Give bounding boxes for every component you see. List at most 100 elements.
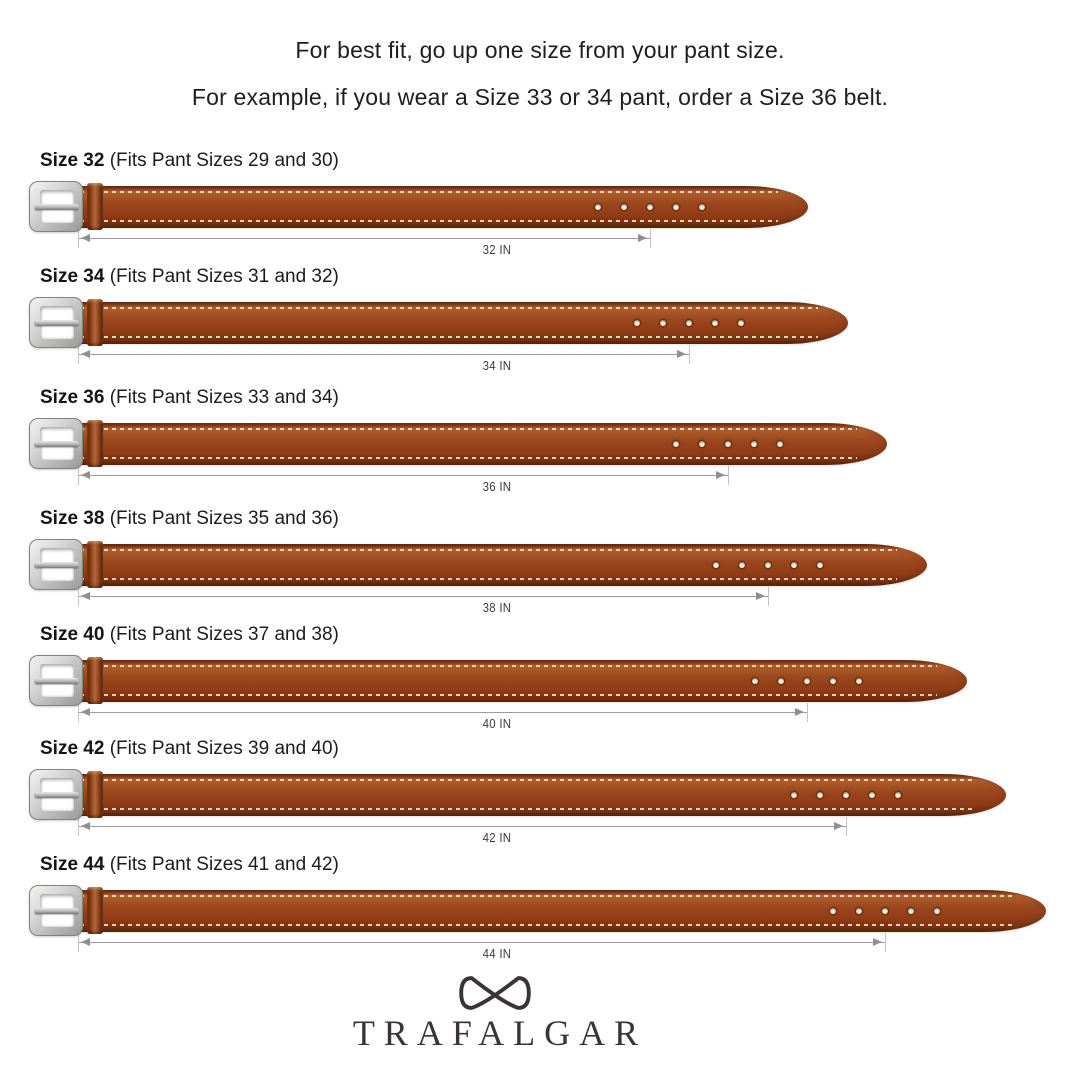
measurement-tick-left — [78, 466, 79, 485]
belt-size-fit: (Fits Pant Sizes 35 and 36) — [109, 508, 339, 529]
belt-length-label: 34 IN — [482, 358, 512, 373]
belt-size-fit: (Fits Pant Sizes 29 and 30) — [109, 150, 339, 171]
belt-length-label: 32 IN — [482, 242, 512, 257]
measurement-arrow — [78, 822, 846, 830]
belt-length-label: 38 IN — [482, 600, 512, 615]
belt-hole — [738, 320, 745, 326]
belt-row: Size 40 (Fits Pant Sizes 37 and 38) 40 I… — [0, 624, 1080, 736]
belt-hole — [843, 792, 849, 798]
belt-buckle — [29, 297, 83, 348]
measurement-arrow — [78, 350, 690, 358]
belt-buckle — [29, 539, 83, 590]
belt-size-label: Size 32 (Fits Pant Sizes 29 and 30) — [40, 150, 339, 172]
belt-size-label: Size 36 (Fits Pant Sizes 33 and 34) — [40, 387, 339, 409]
measurement-tick-right — [846, 817, 847, 836]
belt-buckle — [29, 885, 83, 936]
measurement-tick-left — [78, 703, 79, 722]
belt-keeper-loop — [87, 299, 103, 346]
measurement-tick-right — [650, 229, 651, 248]
belt-hole — [855, 678, 862, 684]
belt-hole — [882, 908, 889, 914]
belt-length-label: 40 IN — [482, 716, 512, 731]
belt-hole — [621, 204, 627, 210]
belt-size-fit: (Fits Pant Sizes 33 and 34) — [109, 387, 339, 408]
belt-size-fit: (Fits Pant Sizes 39 and 40) — [109, 738, 339, 759]
belt-hole — [673, 204, 679, 210]
belt-keeper-loop — [87, 183, 103, 230]
bowtie-logo-icon — [459, 976, 531, 1010]
belt-hole — [712, 320, 719, 326]
belt-hole — [673, 441, 680, 447]
measurement-tick-right — [767, 587, 769, 606]
belt-hole — [725, 441, 732, 447]
buckle-prong — [34, 561, 79, 568]
brand-block: TRAFALGAR — [0, 968, 1080, 1068]
measurement-tick-left — [78, 817, 79, 836]
belt-size-fit: (Fits Pant Sizes 41 and 42) — [109, 854, 339, 875]
belt-strap — [70, 423, 888, 465]
belt-hole — [934, 908, 941, 914]
belt-hole — [751, 678, 758, 684]
belt-row: Size 38 (Fits Pant Sizes 35 and 36) 38 I… — [0, 508, 1080, 620]
belt-hole — [790, 562, 797, 568]
belt-strap — [70, 186, 808, 228]
belt-row: Size 42 (Fits Pant Sizes 39 and 40) 42 I… — [0, 738, 1080, 850]
belt-size-label: Size 38 (Fits Pant Sizes 35 and 36) — [40, 508, 339, 530]
belt-row: Size 32 (Fits Pant Sizes 29 and 30) 32 I… — [0, 150, 1080, 262]
belt-hole — [856, 908, 863, 914]
belt-hole — [751, 441, 758, 447]
measurement-arrow — [78, 708, 807, 716]
belt-row: Size 34 (Fits Pant Sizes 31 and 32) 34 I… — [0, 266, 1080, 378]
belt-row: Size 44 (Fits Pant Sizes 41 and 42) 44 I… — [0, 854, 1080, 966]
buckle-prong — [34, 677, 79, 684]
belt-hole — [738, 562, 745, 568]
belt-size-label: Size 44 (Fits Pant Sizes 41 and 42) — [40, 854, 339, 876]
belt-keeper-loop — [87, 887, 103, 934]
belt-strap — [70, 302, 848, 344]
belt-buckle — [29, 418, 83, 469]
belt-size-fit: (Fits Pant Sizes 31 and 32) — [109, 266, 339, 287]
belt-size-title: Size 44 — [40, 854, 105, 875]
belt-strap — [70, 660, 967, 702]
measurement-arrow — [78, 592, 768, 600]
brand-name: TRAFALGAR — [352, 1013, 648, 1053]
belt-size-title: Size 42 — [40, 738, 105, 759]
belt-hole — [817, 792, 823, 798]
belt-size-fit: (Fits Pant Sizes 37 and 38) — [109, 624, 339, 645]
belt-hole — [647, 204, 653, 210]
measurement-arrow — [78, 234, 650, 242]
belt-strap — [70, 544, 927, 586]
belt-size-label: Size 42 (Fits Pant Sizes 39 and 40) — [40, 738, 339, 760]
belt-hole — [699, 441, 706, 447]
belt-size-label: Size 40 (Fits Pant Sizes 37 and 38) — [40, 624, 339, 646]
belt-row: Size 36 (Fits Pant Sizes 33 and 34) 36 I… — [0, 387, 1080, 499]
belt-strap — [70, 774, 1007, 816]
belt-strap — [70, 890, 1046, 932]
belt-length-label: 44 IN — [482, 946, 512, 961]
belt-size-title: Size 38 — [40, 508, 105, 529]
measurement-tick-left — [78, 345, 79, 364]
belt-hole — [803, 678, 810, 684]
belt-keeper-loop — [87, 420, 103, 467]
belt-hole — [869, 792, 875, 798]
belt-size-label: Size 34 (Fits Pant Sizes 31 and 32) — [40, 266, 339, 288]
belt-hole — [777, 678, 784, 684]
belt-size-title: Size 32 — [40, 150, 105, 171]
measurement-tick-right — [728, 466, 730, 485]
belt-hole — [634, 320, 641, 326]
belt-buckle — [29, 181, 83, 232]
belt-hole — [686, 320, 693, 326]
belt-size-title: Size 34 — [40, 266, 105, 287]
belt-keeper-loop — [87, 541, 103, 588]
measurement-tick-left — [78, 587, 79, 606]
header-line-2: For example, if you wear a Size 33 or 34… — [191, 84, 889, 110]
belt-hole — [595, 204, 601, 210]
buckle-prong — [34, 440, 79, 447]
belt-hole — [908, 908, 915, 914]
belt-buckle — [29, 769, 83, 820]
buckle-prong — [34, 319, 79, 326]
belt-hole — [830, 908, 837, 914]
belt-keeper-loop — [87, 657, 103, 704]
belt-hole — [764, 562, 771, 568]
